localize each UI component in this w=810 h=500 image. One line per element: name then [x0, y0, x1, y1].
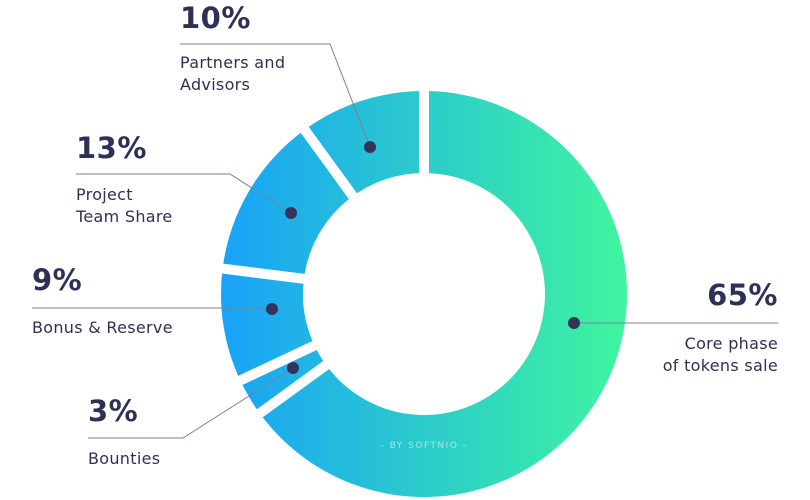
slice-gap [297, 122, 360, 204]
marker-dot-bounties [287, 362, 299, 374]
watermark: - BY SOFTNIO - [380, 441, 467, 451]
slice-label-core: Core phase of tokens sale [662, 334, 778, 375]
slice-label-bonus: Bonus & Reserve [32, 318, 173, 337]
value-label-core: 65% [707, 278, 778, 312]
slice-team [222, 129, 353, 279]
leader-line-bounties [88, 367, 294, 439]
value-label-partners: 10% [180, 1, 251, 35]
marker-dot-team [285, 207, 297, 219]
slice-label-team: Project Team Share [76, 185, 173, 226]
leader-line-team [76, 173, 292, 214]
slice-gap [217, 262, 310, 285]
slice-bounties [240, 345, 327, 414]
slice-gap [252, 358, 334, 421]
slice-label-partners: Partners and Advisors [180, 53, 286, 94]
value-label-bonus: 9% [32, 263, 83, 297]
value-label-team: 13% [76, 131, 147, 165]
marker-dot-partners [364, 141, 376, 153]
slice-gap [233, 338, 322, 388]
slice-core [259, 91, 627, 497]
leader-line-partners [180, 43, 371, 148]
marker-dot-bonus [266, 303, 278, 315]
marker-dot-core [568, 317, 580, 329]
slice-label-bounties: Bounties [88, 449, 161, 468]
value-label-bounties: 3% [88, 394, 139, 428]
